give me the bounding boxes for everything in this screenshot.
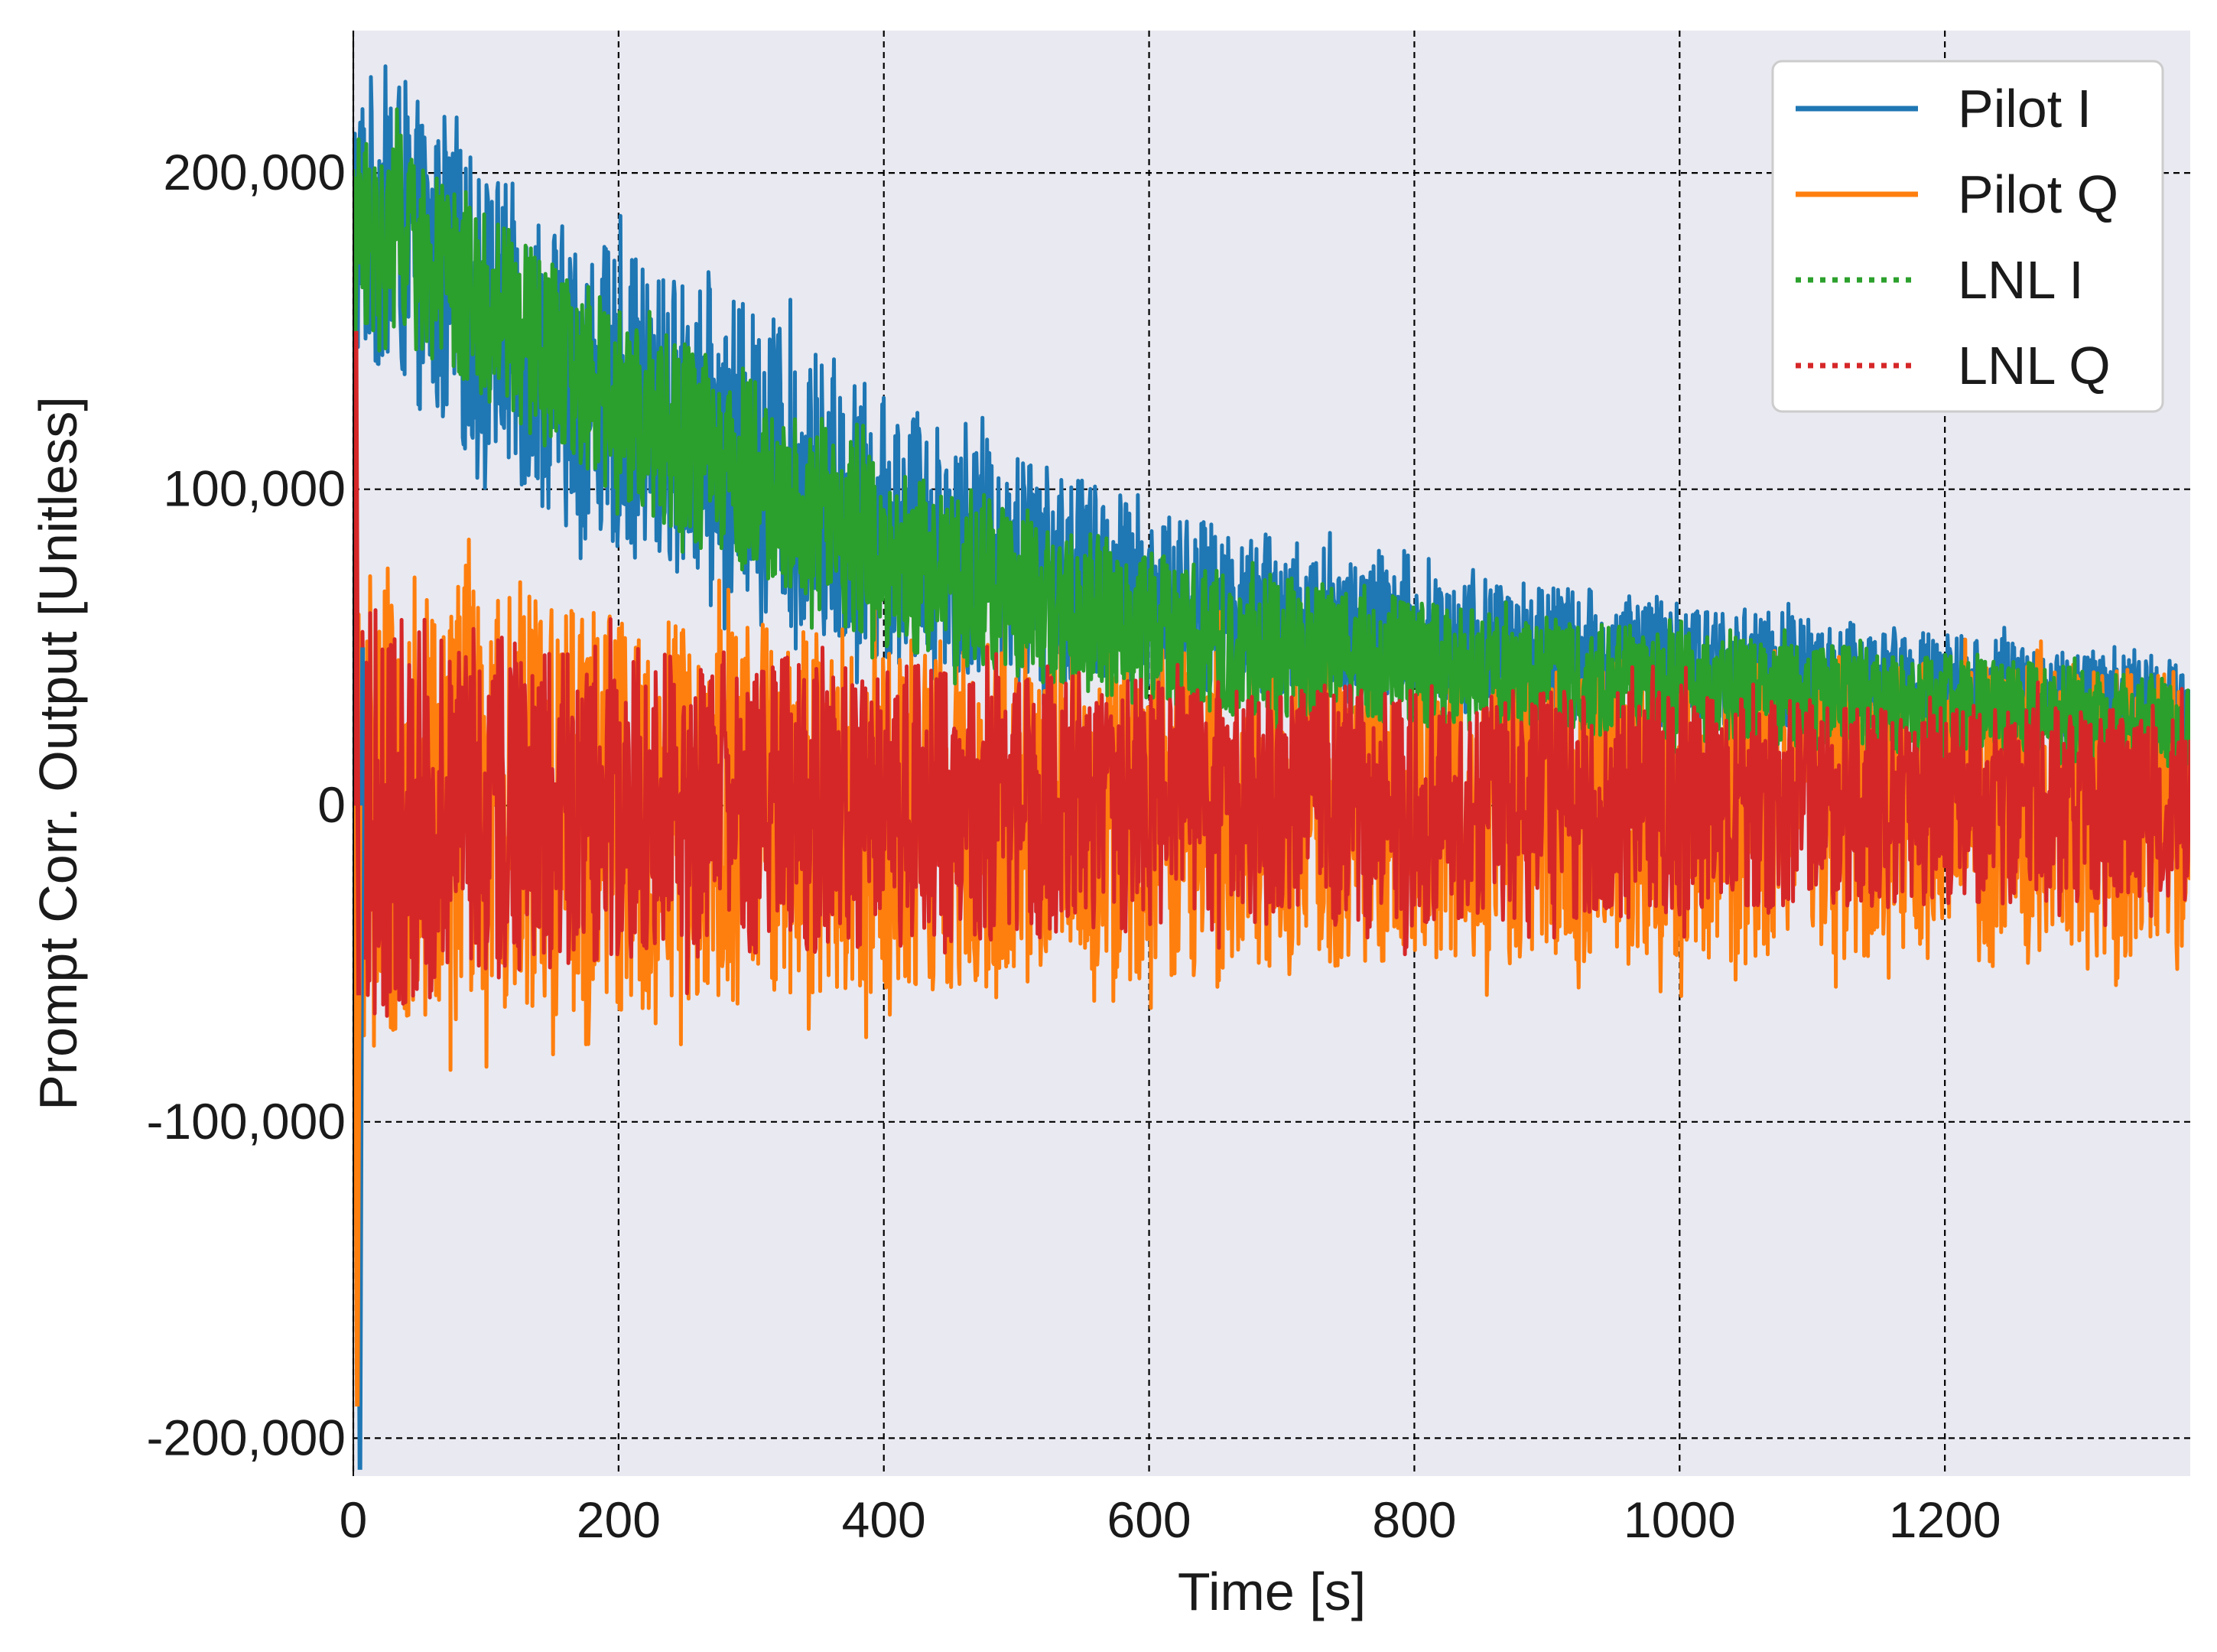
x-tick-label: 600	[1107, 1491, 1191, 1548]
series-lnl-q	[353, 572, 2190, 1018]
y-tick-label: 200,000	[163, 144, 346, 200]
legend-label: LNL Q	[1958, 336, 2111, 395]
y-tick-label: -200,000	[146, 1409, 346, 1465]
x-tick-label: 1000	[1624, 1491, 1736, 1548]
x-axis-label: Time [s]	[1178, 1562, 1366, 1621]
x-tick-label: 800	[1372, 1491, 1456, 1548]
y-axis-label: Prompt Corr. Output [Unitless]	[28, 396, 88, 1111]
y-ticks: -200,000 -100,000 0 100,000 200,000	[146, 144, 346, 1465]
x-tick-label: 0	[340, 1491, 368, 1548]
x-tick-label: 400	[842, 1491, 926, 1548]
y-tick-label: 0	[317, 776, 346, 833]
series-layer	[353, 64, 2190, 1470]
transient-lnl-q	[353, 330, 361, 996]
y-tick-label: -100,000	[146, 1093, 346, 1150]
legend-label: Pilot I	[1958, 79, 2092, 138]
legend-label: Pilot Q	[1958, 164, 2118, 224]
x-tick-label: 1200	[1889, 1491, 2001, 1548]
y-tick-label: 100,000	[163, 460, 346, 517]
legend-box	[1771, 60, 2164, 413]
x-tick-label: 200	[577, 1491, 661, 1548]
series-lnl-i	[353, 107, 2190, 780]
legend-label: LNL I	[1958, 250, 2084, 310]
x-ticks: 0 200 400 600 800 1000 1200	[340, 1491, 2001, 1548]
legend: Pilot I Pilot Q LNL I LNL Q	[1771, 60, 2164, 413]
